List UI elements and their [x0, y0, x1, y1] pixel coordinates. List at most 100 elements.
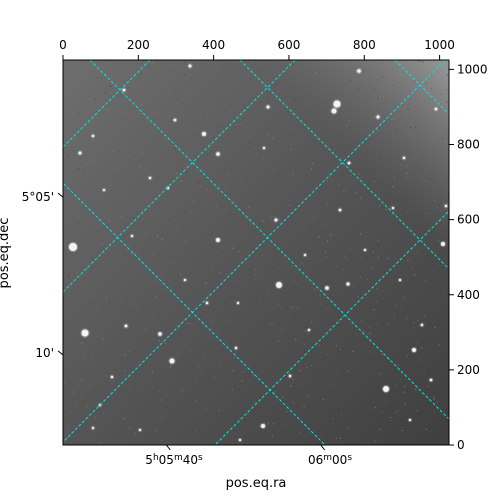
star — [383, 386, 389, 392]
noise-speck — [443, 232, 445, 234]
noise-speck — [319, 295, 321, 297]
noise-speck — [229, 78, 232, 80]
noise-speck — [390, 419, 393, 422]
noise-speck — [197, 216, 199, 218]
noise-speck — [143, 217, 145, 219]
noise-speck — [229, 292, 231, 294]
noise-speck — [342, 222, 345, 224]
noise-speck — [400, 110, 402, 113]
noise-speck — [376, 301, 378, 303]
noise-speck — [68, 429, 70, 431]
noise-speck — [404, 385, 406, 387]
noise-speck — [254, 278, 256, 280]
noise-speck — [77, 112, 79, 114]
noise-speck — [391, 247, 393, 249]
noise-speck — [108, 188, 110, 190]
noise-speck — [413, 154, 416, 156]
noise-speck — [387, 323, 389, 325]
noise-speck — [380, 190, 382, 192]
noise-speck — [273, 169, 275, 171]
noise-speck — [255, 332, 257, 334]
noise-speck — [372, 314, 374, 317]
noise-speck — [250, 208, 252, 210]
noise-speck — [222, 380, 225, 382]
noise-speck — [352, 350, 354, 352]
noise-speck — [427, 343, 429, 345]
noise-speck — [64, 167, 66, 169]
noise-speck — [184, 74, 187, 76]
noise-speck — [319, 303, 321, 305]
noise-speck — [142, 287, 145, 289]
noise-speck — [196, 127, 198, 130]
noise-speck — [109, 138, 112, 140]
noise-speck — [270, 217, 272, 219]
noise-speck — [105, 130, 107, 132]
noise-speck — [80, 166, 82, 168]
noise-speck — [416, 410, 418, 412]
noise-speck — [230, 296, 233, 298]
noise-speck — [357, 295, 359, 297]
noise-speck — [127, 140, 129, 143]
noise-speck — [164, 193, 167, 195]
noise-speck — [97, 147, 99, 149]
noise-speck — [84, 338, 87, 340]
star — [236, 301, 240, 305]
noise-speck — [392, 186, 394, 188]
noise-speck — [322, 371, 324, 373]
noise-speck — [86, 366, 89, 368]
noise-speck — [278, 304, 281, 306]
noise-speck — [122, 80, 124, 82]
plot-frame — [62, 59, 450, 446]
noise-speck — [349, 80, 352, 82]
grid-line — [63, 60, 296, 293]
noise-speck — [330, 99, 333, 101]
noise-speck — [337, 184, 340, 187]
noise-speck — [306, 278, 308, 280]
noise-speck — [257, 269, 259, 271]
noise-speck — [184, 91, 187, 93]
noise-speck — [433, 140, 435, 142]
star — [402, 156, 406, 160]
noise-speck — [354, 162, 356, 164]
noise-speck — [97, 82, 99, 84]
noise-speck — [78, 168, 80, 170]
noise-speck — [104, 282, 106, 284]
noise-speck — [425, 326, 427, 328]
noise-speck — [70, 146, 73, 149]
grid-line — [63, 182, 326, 445]
noise-speck — [121, 243, 123, 245]
noise-speck — [78, 225, 80, 227]
star — [216, 152, 220, 156]
noise-speck — [156, 235, 159, 237]
noise-speck — [339, 235, 341, 238]
noise-speck — [403, 340, 405, 342]
noise-speck — [393, 84, 395, 86]
noise-speck — [330, 234, 332, 236]
noise-speck — [332, 383, 334, 385]
noise-speck — [259, 433, 262, 435]
top-axis-tick-label: 600 — [277, 38, 300, 52]
noise-speck — [365, 136, 367, 138]
noise-speck — [305, 426, 307, 428]
noise-speck — [254, 268, 257, 271]
star — [91, 134, 95, 138]
noise-speck — [415, 111, 417, 113]
noise-speck — [216, 220, 218, 222]
x-axis-label: pos.eq.ra — [226, 476, 287, 491]
noise-speck — [248, 141, 250, 144]
noise-speck — [169, 261, 171, 263]
ra-seconds: 00 — [332, 453, 347, 467]
noise-speck — [423, 372, 426, 374]
noise-speck — [346, 125, 348, 127]
right-axis-tick-label: 0 — [457, 438, 465, 452]
noise-speck — [255, 275, 257, 277]
top-pixel-axis: 0 200 400 600 800 1000 — [59, 38, 455, 60]
noise-speck — [393, 333, 396, 335]
noise-speck — [111, 214, 113, 216]
noise-speck — [355, 192, 357, 195]
noise-speck — [372, 375, 374, 378]
noise-speck — [447, 268, 449, 270]
noise-speck — [307, 395, 309, 397]
noise-speck — [77, 215, 79, 217]
noise-speck — [372, 401, 374, 403]
